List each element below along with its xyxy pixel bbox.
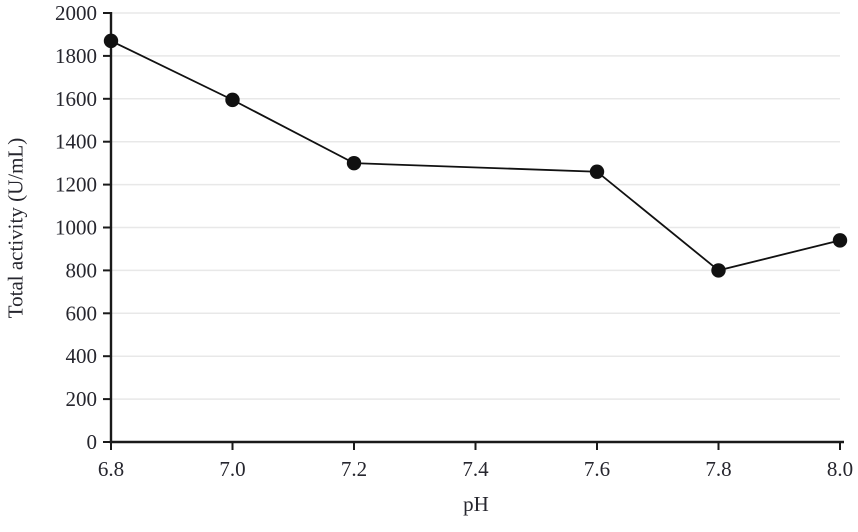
y-tick-label: 1400 [55, 130, 97, 154]
x-tick-label: 7.6 [584, 457, 610, 481]
y-axis-title: Total activity (U/mL) [3, 137, 28, 319]
data-line [110, 40, 841, 272]
y-tick-label: 1000 [55, 216, 97, 240]
y-tick-label: 200 [66, 387, 98, 411]
y-tick-label: 1200 [55, 173, 97, 197]
data-point [711, 263, 726, 278]
x-tick-label: 7.2 [341, 457, 367, 481]
x-tick-label: 7.8 [705, 457, 731, 481]
y-tick-label: 1600 [55, 87, 97, 111]
x-tick-label: 7.4 [462, 457, 489, 481]
x-axis-title: pH [463, 492, 489, 516]
y-tick-label: 2000 [55, 1, 97, 25]
data-point [346, 155, 362, 171]
data-point [103, 33, 119, 49]
y-tick-label: 1800 [55, 44, 97, 68]
x-tick-label: 6.8 [98, 457, 124, 481]
y-tick-label: 0 [87, 430, 98, 454]
y-tick-label: 400 [66, 344, 98, 368]
data-point [225, 92, 240, 108]
data-point [832, 233, 848, 248]
y-tick-label: 800 [66, 258, 98, 282]
x-tick-label: 7.0 [219, 457, 245, 481]
x-tick-label: 8.0 [827, 457, 853, 481]
data-point [589, 164, 605, 179]
y-tick-label: 600 [66, 301, 98, 325]
